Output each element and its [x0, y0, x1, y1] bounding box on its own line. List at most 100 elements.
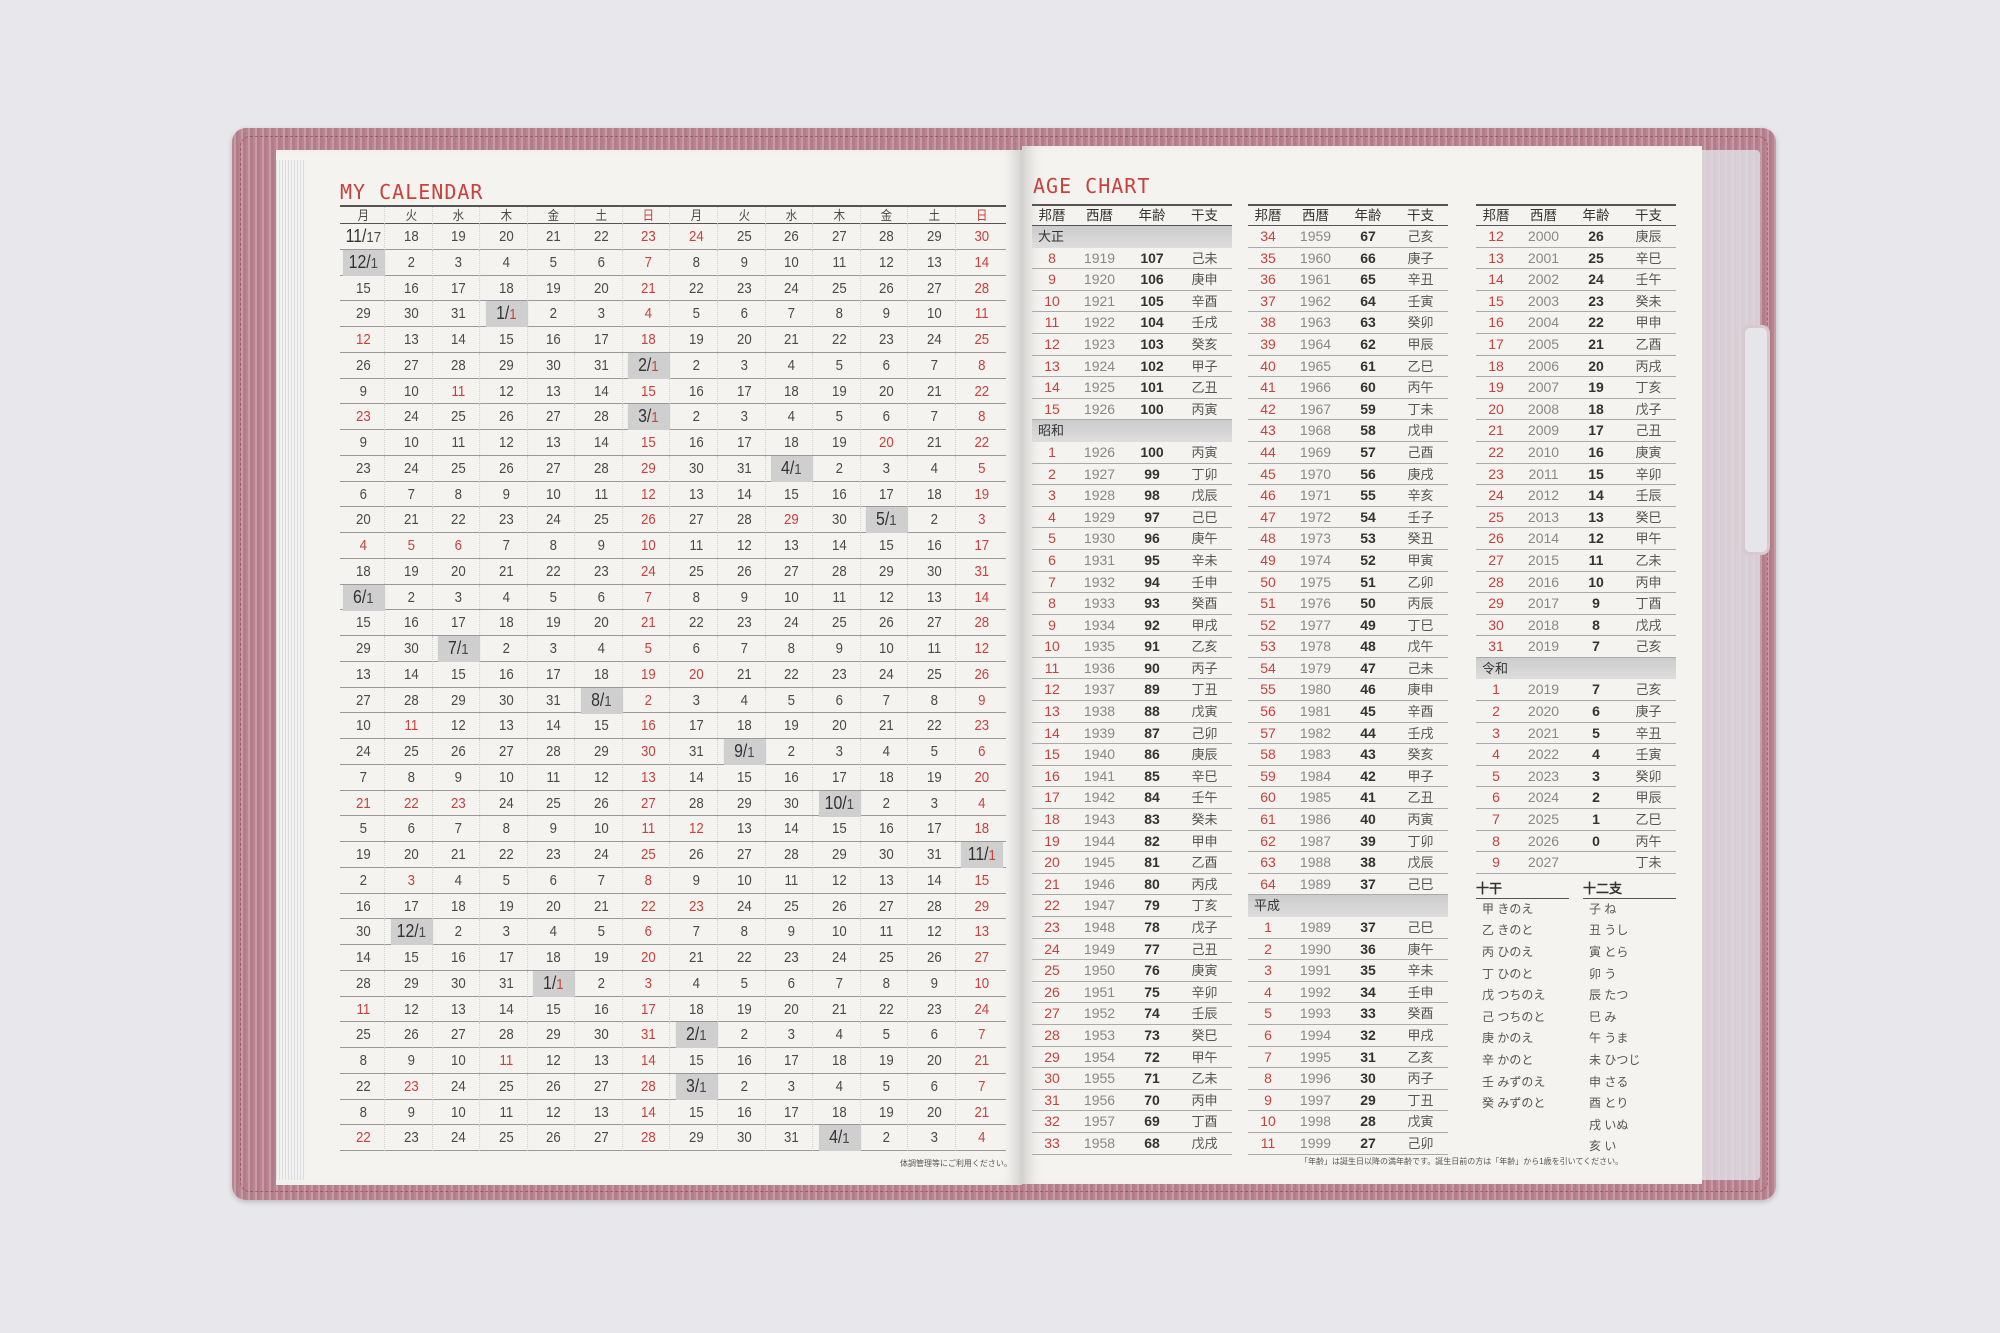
- calendar-day-cell: 22: [866, 996, 908, 1022]
- weekday-label: 木: [486, 207, 528, 224]
- calendar-day-cell: 4: [533, 919, 575, 946]
- kanshi: 甲辰: [1407, 336, 1434, 352]
- western-year: 1983: [1299, 746, 1332, 763]
- kanshi: 癸未: [1191, 812, 1218, 828]
- calendar-day-cell: 23: [438, 790, 480, 817]
- calendar-day-cell: 13: [438, 996, 480, 1022]
- age: 22: [1588, 314, 1604, 331]
- day-number: 1: [556, 975, 564, 993]
- age-row: 13 2001 25 辛巳: [1476, 248, 1676, 270]
- calendar-day-cell: 4: [628, 301, 671, 328]
- kanshi: 乙亥: [1407, 1049, 1434, 1065]
- kanshi: 壬午: [1635, 272, 1662, 288]
- calendar-day-cell: 7: [914, 404, 956, 431]
- calendar-day-cell: 24: [771, 275, 813, 301]
- western-year: 2016: [1527, 573, 1560, 590]
- western-year: 1995: [1299, 1048, 1332, 1065]
- age-row: 21 2009 17 己丑: [1476, 420, 1676, 442]
- calendar-day-cell: 11: [676, 533, 718, 558]
- weekday-label: 火: [390, 207, 433, 224]
- age-row: 8 1919 107 己未: [1032, 248, 1232, 270]
- calendar-day-cell: 25: [771, 893, 813, 919]
- calendar-day-cell: 8: [390, 764, 433, 790]
- calendar-day-cell: 7: [819, 970, 861, 997]
- calendar-day-cell: 17: [866, 481, 908, 507]
- kanshi: 癸未: [1635, 293, 1662, 309]
- calendar-day-cell: 12: [533, 1048, 575, 1073]
- age: 67: [1360, 228, 1376, 244]
- age: 85: [1144, 767, 1160, 784]
- kanshi: 己丑: [1191, 941, 1218, 957]
- calendar-day-cell: 17: [438, 610, 480, 636]
- calendar-day-cell: 30: [819, 507, 861, 534]
- calendar-day-cell: 2: [581, 970, 623, 997]
- age-row: 15 1926 100 丙寅: [1032, 399, 1232, 421]
- calendar-week-row: 6/1 2 3 4 5 6 7 8 9 10 11 12 13 14: [340, 584, 1006, 611]
- age: [1571, 852, 1621, 873]
- western-year: 1939: [1083, 724, 1116, 741]
- kanshi: 癸卯: [1407, 315, 1434, 331]
- age-row: 18 1943 83 癸未: [1032, 809, 1232, 831]
- kanshi: 己丑: [1635, 423, 1662, 439]
- calendar-day-cell: 26: [533, 1125, 575, 1152]
- calendar-day-cell: 18: [914, 481, 956, 507]
- era-year: 18: [1044, 811, 1060, 828]
- calendar-week-row: 19 20 21 22 23 24 25 26 27 28 29 30 31 11/1: [340, 842, 1006, 868]
- junishi-title: 十二支: [1583, 878, 1676, 899]
- calendar-day-cell: 24: [723, 893, 766, 919]
- calendar-day-cell: 6: [914, 1022, 956, 1049]
- kanshi: 壬辰: [1635, 488, 1662, 504]
- age-row: 9 1920 106 庚申: [1032, 269, 1232, 291]
- calendar-day-cell: 13: [914, 249, 956, 276]
- calendar-day-cell: 22: [343, 1125, 385, 1152]
- calendar-day-cell: 5: [819, 404, 861, 431]
- calendar-day-cell: 8: [866, 970, 908, 997]
- kanshi: 己亥: [1635, 639, 1662, 655]
- calendar-day-cell: 24: [390, 404, 433, 431]
- era-year: 9: [1048, 616, 1056, 633]
- age: 104: [1140, 314, 1164, 331]
- era-year: 12: [1044, 681, 1060, 698]
- calendar-day-cell: 23: [723, 610, 766, 636]
- calendar-day-cell: 21: [974, 1103, 990, 1121]
- age-row: 32 1957 69 丁酉: [1032, 1111, 1232, 1133]
- kanshi: 丁丑: [1407, 1092, 1434, 1108]
- calendar-day-cell: 2: [914, 507, 956, 534]
- western-year: 2021: [1527, 724, 1560, 741]
- calendar-day-cell: 3: [819, 739, 861, 765]
- calendar-day-cell: 24: [974, 1000, 990, 1018]
- age: 43: [1360, 746, 1376, 763]
- calendar-day-cell: 3: [914, 1125, 956, 1152]
- calendar-day-cell: 4: [978, 794, 986, 812]
- calendar-day-cell: 18: [771, 378, 813, 404]
- calendar-day-cell: 24: [819, 945, 861, 970]
- calendar-day-cell: 30: [390, 636, 433, 662]
- calendar-week-row: 29 30 31 1/1 2 3 4 5 6 7 8 9 10 11: [340, 301, 1006, 328]
- calendar-day-cell: 9: [866, 301, 908, 328]
- calendar-day-cell: 31: [974, 562, 990, 580]
- calendar-day-cell: 30: [628, 739, 671, 765]
- calendar-day-cell: 28: [390, 687, 433, 714]
- age: 36: [1360, 940, 1376, 957]
- calendar-day-cell: 23: [533, 842, 575, 868]
- junishi-item: 丑 うし: [1589, 923, 1629, 938]
- calendar-day-cell: 22: [343, 1073, 385, 1100]
- western-year: 2013: [1527, 508, 1560, 525]
- junishi-item: 寅 とら: [1589, 945, 1629, 959]
- age: 81: [1144, 854, 1160, 871]
- age-row: 25 2013 13 癸巳: [1476, 507, 1676, 529]
- age-chart-column-2: 邦暦 西暦 年齢 干支 34 1959 67 己亥 35 1960 66 庚子 36 1961 65 辛丑 37…: [1248, 204, 1448, 1155]
- era-year: 14: [1044, 379, 1060, 396]
- calendar-day-cell: 13: [581, 1048, 623, 1073]
- calendar-day-cell: 5: [819, 352, 861, 379]
- calendar-day-cell: 21: [676, 945, 718, 970]
- calendar-day-cell: 12: [819, 867, 861, 893]
- calendar-day-cell: 23: [343, 404, 385, 431]
- age-row: 16 2004 22 甲申: [1476, 312, 1676, 334]
- kanshi: 戊寅: [1407, 1114, 1434, 1130]
- kanshi: 丙戌: [1191, 876, 1218, 892]
- calendar-day-cell: 8: [914, 687, 956, 714]
- era-year: 20: [1488, 400, 1504, 417]
- calendar-day-cell: 6: [533, 867, 575, 893]
- western-year: 1960: [1299, 249, 1332, 266]
